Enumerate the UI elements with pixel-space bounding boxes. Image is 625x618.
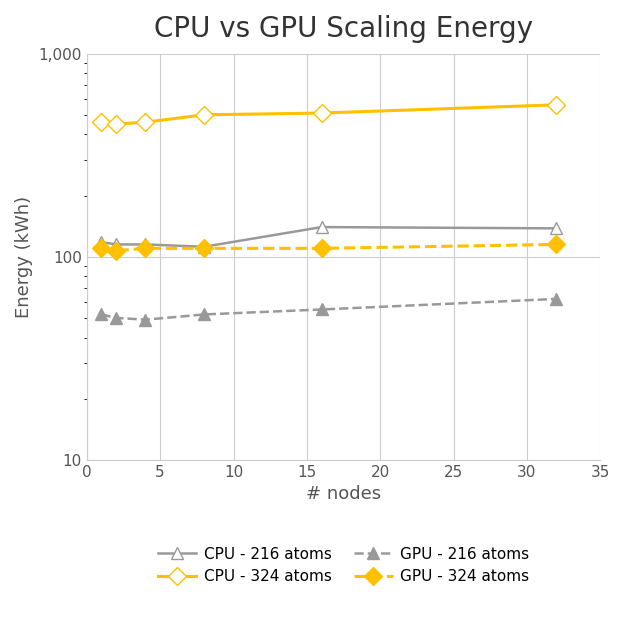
- Title: CPU vs GPU Scaling Energy: CPU vs GPU Scaling Energy: [154, 15, 533, 43]
- CPU - 324 atoms: [112, 121, 120, 128]
- GPU - 216 atoms: [201, 311, 208, 318]
- GPU - 324 atoms: [552, 241, 560, 248]
- Line: GPU - 324 atoms: GPU - 324 atoms: [95, 238, 562, 257]
- GPU - 216 atoms: [552, 295, 560, 303]
- CPU - 216 atoms: [112, 241, 120, 248]
- GPU - 324 atoms: [112, 247, 120, 255]
- Line: CPU - 216 atoms: CPU - 216 atoms: [96, 221, 562, 252]
- CPU - 216 atoms: [201, 243, 208, 250]
- GPU - 324 atoms: [142, 245, 149, 252]
- CPU - 324 atoms: [142, 119, 149, 126]
- GPU - 324 atoms: [98, 245, 105, 252]
- GPU - 324 atoms: [201, 245, 208, 252]
- GPU - 324 atoms: [318, 245, 325, 252]
- Legend: CPU - 216 atoms, CPU - 324 atoms, GPU - 216 atoms, GPU - 324 atoms: CPU - 216 atoms, CPU - 324 atoms, GPU - …: [152, 541, 536, 590]
- GPU - 216 atoms: [142, 316, 149, 323]
- CPU - 216 atoms: [142, 241, 149, 248]
- CPU - 216 atoms: [98, 239, 105, 246]
- CPU - 216 atoms: [318, 223, 325, 231]
- Line: GPU - 216 atoms: GPU - 216 atoms: [96, 294, 562, 325]
- Line: CPU - 324 atoms: CPU - 324 atoms: [95, 98, 562, 130]
- GPU - 216 atoms: [98, 311, 105, 318]
- GPU - 216 atoms: [318, 306, 325, 313]
- X-axis label: # nodes: # nodes: [306, 485, 381, 503]
- GPU - 216 atoms: [112, 314, 120, 321]
- CPU - 324 atoms: [318, 109, 325, 117]
- CPU - 324 atoms: [98, 119, 105, 126]
- CPU - 324 atoms: [552, 101, 560, 109]
- CPU - 324 atoms: [201, 111, 208, 119]
- CPU - 216 atoms: [552, 224, 560, 232]
- Y-axis label: Energy (kWh): Energy (kWh): [15, 196, 33, 318]
